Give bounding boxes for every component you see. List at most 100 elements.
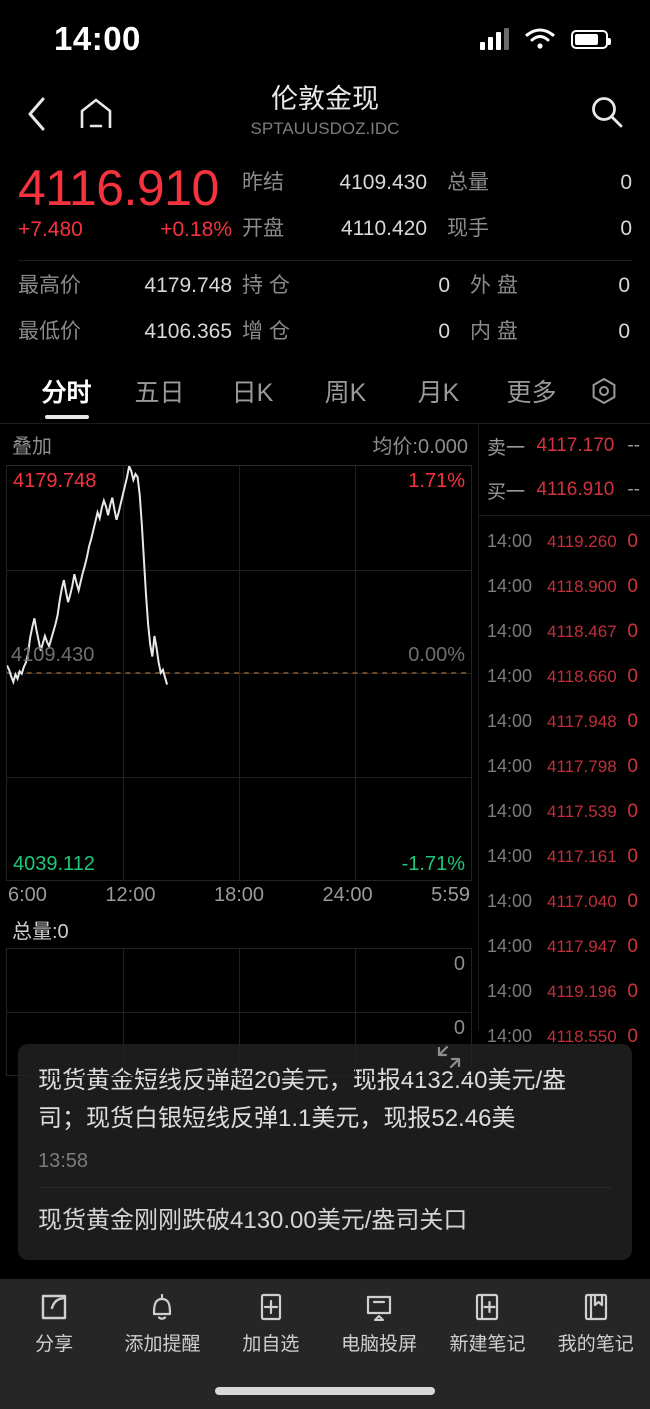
overlay-button[interactable]: 叠加 [12, 436, 52, 458]
trade-row[interactable]: 14:00 4117.161 0 [479, 834, 650, 879]
bottom-toolbar: 分享 添加提醒 加自选 电脑投屏 新建笔记 [0, 1279, 650, 1367]
toolbar-label: 新建笔记 [449, 1333, 526, 1355]
field-value: 4106.365 [144, 320, 232, 343]
toolbar-new-note-button[interactable]: 新建笔记 [433, 1291, 541, 1356]
trade-row[interactable]: 14:00 4117.040 0 [479, 879, 650, 924]
trade-row[interactable]: 14:00 4118.900 0 [479, 564, 650, 609]
toolbar-add-watchlist-button[interactable]: 加自选 [217, 1291, 325, 1356]
toolbar-my-notes-button[interactable]: 我的笔记 [542, 1291, 650, 1356]
wifi-icon [525, 28, 555, 49]
tab-intraday[interactable]: 分时 [20, 373, 113, 423]
field-label: 持 仓 [242, 274, 290, 297]
trade-list: 14:00 4119.260 0 14:00 4118.900 0 14:00 4118.46… [479, 519, 650, 1059]
bid-label: 买一 [487, 481, 526, 503]
chart-series-price [7, 466, 167, 684]
xtick: 5:59 [431, 884, 470, 906]
price-line [7, 466, 471, 880]
trade-time: 14:00 [487, 846, 533, 866]
trade-row[interactable]: 14:00 4117.948 0 [479, 699, 650, 744]
tab-weekly-k[interactable]: 周K [324, 379, 367, 407]
trade-qty: 0 [627, 800, 638, 822]
volume-label-bottom: 0 [453, 1017, 465, 1039]
trade-price: 4117.947 [547, 936, 617, 956]
trade-qty: 0 [627, 755, 638, 777]
tab-daily-k[interactable]: 日K [231, 379, 274, 407]
toolbar-share-button[interactable]: 分享 [0, 1291, 108, 1356]
field-label: 现手 [447, 217, 489, 240]
toolbar-screen-cast-button[interactable]: 电脑投屏 [325, 1291, 433, 1356]
tab-five-day[interactable]: 五日 [134, 379, 185, 407]
xtick: 12:00 [105, 884, 156, 906]
trade-time: 14:00 [487, 756, 533, 776]
nav-bar: 伦敦金现 SPTAUUSDOZ.IDC [0, 78, 650, 150]
back-chevron-icon[interactable] [26, 96, 48, 132]
status-bar: 14:00 [0, 0, 650, 78]
trade-row[interactable]: 14:00 4117.539 0 [479, 789, 650, 834]
field-label: 总量 [447, 171, 489, 194]
trade-price: 4118.467 [547, 621, 617, 641]
field-value: 0 [620, 217, 632, 240]
chart-high-pct: 1.71% [408, 470, 465, 492]
news-item[interactable]: 现货黄金短线反弹超20美元，现报4132.40美元/盎司；现货白银短线反弹1.1… [38, 1062, 612, 1187]
new-note-icon [476, 1293, 499, 1320]
trade-qty: 0 [627, 575, 638, 597]
trade-price: 4117.040 [547, 891, 617, 911]
volume-chart[interactable]: 0 0 [6, 948, 472, 1076]
trade-price: 4118.660 [547, 666, 617, 686]
news-item[interactable]: 现货黄金刚刚跌破4130.00美元/盎司关口 [38, 1188, 612, 1254]
home-indicator [215, 1387, 435, 1395]
last-price: 4116.910 [18, 160, 219, 216]
field-value: 0 [620, 171, 632, 194]
toolbar-add-alert-button[interactable]: 添加提醒 [108, 1291, 216, 1356]
price-chart[interactable]: 4179.748 1.71% 4109.430 0.00% 4039.112 -… [6, 465, 472, 881]
chart-baseline-label: 4109.430 [11, 644, 95, 666]
field-label: 最低价 [18, 320, 81, 343]
trade-time: 14:00 [487, 891, 533, 911]
trade-qty: 0 [627, 890, 638, 912]
chart-low-label: 4039.112 [13, 853, 95, 875]
trade-row[interactable]: 14:00 4118.660 0 [479, 654, 650, 699]
news-text: 现货黄金短线反弹超20美元，现报4132.40美元/盎司；现货白银短线反弹1.1… [38, 1067, 567, 1132]
field-value: 4109.430 [339, 171, 427, 194]
trade-row[interactable]: 14:00 4119.260 0 [479, 519, 650, 564]
trade-time: 14:00 [487, 936, 533, 956]
trade-row[interactable]: 14:00 4119.196 0 [479, 969, 650, 1014]
settings-hex-icon[interactable] [578, 376, 630, 420]
search-icon[interactable] [590, 95, 624, 129]
tab-more[interactable]: 更多 [506, 379, 557, 407]
trade-row[interactable]: 14:00 4117.947 0 [479, 924, 650, 969]
trade-qty: 0 [627, 530, 638, 552]
field-label: 昨结 [242, 171, 284, 194]
expand-diagonal-icon[interactable] [435, 1043, 463, 1071]
quote-field-inner-volume: 内 盘 0 [470, 309, 630, 355]
toolbar-label: 添加提醒 [124, 1333, 201, 1355]
trade-time: 14:00 [487, 711, 533, 731]
quote-field-position: 持 仓 0 [242, 263, 450, 309]
ask-price: 4117.170 [536, 435, 615, 456]
trade-price: 4117.798 [547, 756, 617, 776]
quote-field-total-volume: 总量 0 [447, 160, 632, 206]
chart-and-orderbook: 叠加 均价:0.000 4179.748 1.71% 4109.430 0.00… [0, 424, 650, 1076]
order-book-panel: 卖一 4117.170 -- 买一 4116.910 -- 14:00 4119.… [478, 424, 650, 1047]
orderbook-ask-row[interactable]: 卖一 4117.170 -- [479, 424, 650, 468]
orderbook-bid-row[interactable]: 买一 4116.910 -- [479, 468, 650, 512]
trade-row[interactable]: 14:00 4117.798 0 [479, 744, 650, 789]
tab-monthly-k[interactable]: 月K [417, 379, 460, 407]
trade-time: 14:00 [487, 531, 533, 551]
signal-bars-icon [480, 28, 509, 50]
tab-bar-divider [0, 423, 650, 424]
field-value: 4179.748 [144, 274, 232, 297]
bell-icon [153, 1293, 172, 1320]
trade-row[interactable]: 14:00 4118.550 0 [479, 1014, 650, 1059]
price-change: +7.480 [18, 218, 83, 241]
trade-price: 4117.161 [547, 846, 617, 866]
news-divider [38, 1187, 612, 1188]
home-icon[interactable] [78, 97, 114, 131]
status-time: 14:00 [54, 20, 141, 57]
toolbar-label: 电脑投屏 [341, 1333, 418, 1355]
bid-price: 4116.910 [536, 479, 615, 500]
toolbar-label: 加自选 [242, 1333, 300, 1355]
trade-row[interactable]: 14:00 4118.467 0 [479, 609, 650, 654]
trade-qty: 0 [627, 665, 638, 687]
trade-time: 14:00 [487, 981, 533, 1001]
